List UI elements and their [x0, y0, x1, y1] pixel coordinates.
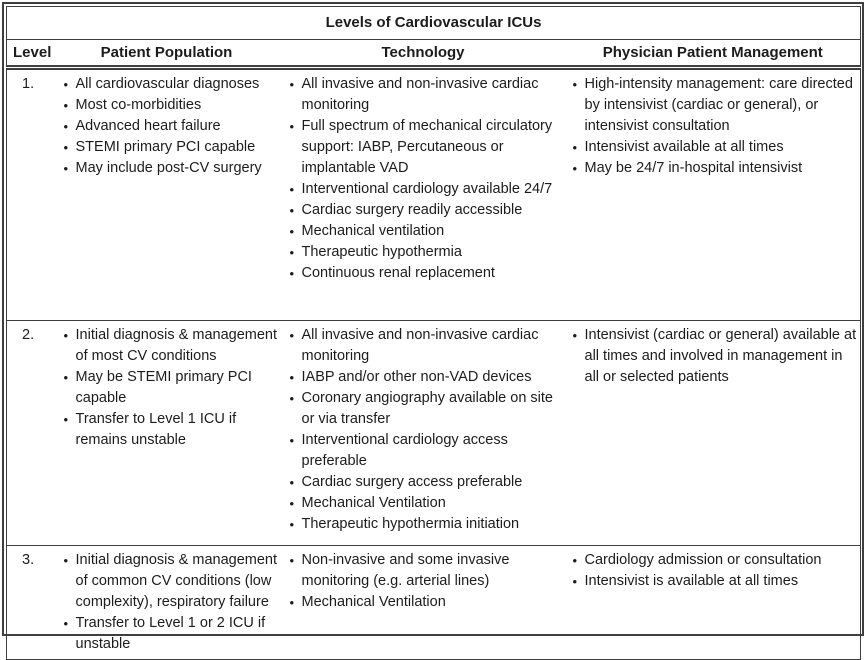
column-header-technology: Technology	[280, 39, 566, 70]
bullet-list: Initial diagnosis & management of most C…	[63, 325, 279, 451]
list-item: Initial diagnosis & management of most C…	[63, 325, 279, 367]
list-item: All invasive and non-invasive cardiac mo…	[289, 74, 563, 116]
bullet-list: Intensivist (cardiac or general) availab…	[572, 325, 858, 388]
list-item: Full spectrum of mechanical circulatory …	[289, 116, 563, 179]
list-item: Therapeutic hypothermia	[289, 242, 563, 263]
column-header-level: Level	[6, 39, 53, 70]
list-item: Transfer to Level 1 ICU if remains unsta…	[63, 409, 279, 451]
column-header-row: Level Patient Population Technology Phys…	[6, 39, 861, 70]
list-item: May be STEMI primary PCI capable	[63, 367, 279, 409]
technology-cell: Non-invasive and some invasive monitorin…	[280, 545, 566, 660]
bullet-list: All invasive and non-invasive cardiac mo…	[289, 74, 563, 284]
bullet-list: Initial diagnosis & management of common…	[63, 550, 279, 655]
list-item: Non-invasive and some invasive monitorin…	[289, 550, 563, 592]
physician-management-cell: Intensivist (cardiac or general) availab…	[565, 320, 861, 546]
list-item: May be 24/7 in-hospital intensivist	[572, 158, 858, 179]
list-item: Transfer to Level 1 or 2 ICU if unstable	[63, 613, 279, 655]
list-item: All cardiovascular diagnoses	[63, 74, 279, 95]
list-item: Interventional cardiology access prefera…	[289, 430, 563, 472]
list-item: Intensivist is available at all times	[572, 571, 858, 592]
bullet-list: High-intensity management: care directed…	[572, 74, 858, 179]
list-item: IABP and/or other non-VAD devices	[289, 367, 563, 388]
patient-population-cell: All cardiovascular diagnoses Most co-mor…	[52, 67, 281, 321]
bullet-list: Cardiology admission or consultation Int…	[572, 550, 858, 592]
list-item: Intensivist (cardiac or general) availab…	[572, 325, 858, 388]
list-item: Mechanical Ventilation	[289, 493, 563, 514]
list-item: Mechanical Ventilation	[289, 592, 563, 613]
list-item: Cardiac surgery access preferable	[289, 472, 563, 493]
list-item: Cardiac surgery readily accessible	[289, 200, 563, 221]
technology-cell: All invasive and non-invasive cardiac mo…	[280, 67, 566, 321]
title-row: Levels of Cardiovascular ICUs	[6, 6, 861, 40]
list-item: All invasive and non-invasive cardiac mo…	[289, 325, 563, 367]
list-item: Coronary angiography available on site o…	[289, 388, 563, 430]
list-item: Continuous renal replacement	[289, 263, 563, 284]
bullet-list: Non-invasive and some invasive monitorin…	[289, 550, 563, 613]
cv-icu-levels-table: Levels of Cardiovascular ICUs Level Pati…	[6, 6, 862, 660]
list-item: STEMI primary PCI capable	[63, 137, 279, 158]
bullet-list: All cardiovascular diagnoses Most co-mor…	[63, 74, 279, 179]
column-header-physician-patient-management: Physician Patient Management	[565, 39, 861, 70]
list-item: Mechanical ventilation	[289, 221, 563, 242]
list-item: Therapeutic hypothermia initiation	[289, 514, 563, 535]
table-row-level-3: 3. Initial diagnosis & management of com…	[6, 545, 861, 660]
table-row-level-1: 1. All cardiovascular diagnoses Most co-…	[6, 67, 861, 321]
list-item: May include post-CV surgery	[63, 158, 279, 179]
level-number: 3.	[6, 545, 53, 660]
patient-population-cell: Initial diagnosis & management of common…	[52, 545, 281, 660]
list-item: Interventional cardiology available 24/7	[289, 179, 563, 200]
list-item: High-intensity management: care directed…	[572, 74, 858, 137]
column-header-patient-population: Patient Population	[52, 39, 281, 70]
table-row-level-2: 2. Initial diagnosis & management of mos…	[6, 320, 861, 546]
list-item: Advanced heart failure	[63, 116, 279, 137]
list-item: Cardiology admission or consultation	[572, 550, 858, 571]
table-title: Levels of Cardiovascular ICUs	[6, 6, 861, 40]
physician-management-cell: High-intensity management: care directed…	[565, 67, 861, 321]
list-item: Intensivist available at all times	[572, 137, 858, 158]
technology-cell: All invasive and non-invasive cardiac mo…	[280, 320, 566, 546]
patient-population-cell: Initial diagnosis & management of most C…	[52, 320, 281, 546]
bullet-list: All invasive and non-invasive cardiac mo…	[289, 325, 563, 535]
level-number: 2.	[6, 320, 53, 546]
list-item: Most co-morbidities	[63, 95, 279, 116]
list-item: Initial diagnosis & management of common…	[63, 550, 279, 613]
level-number: 1.	[6, 67, 53, 321]
physician-management-cell: Cardiology admission or consultation Int…	[565, 545, 861, 660]
